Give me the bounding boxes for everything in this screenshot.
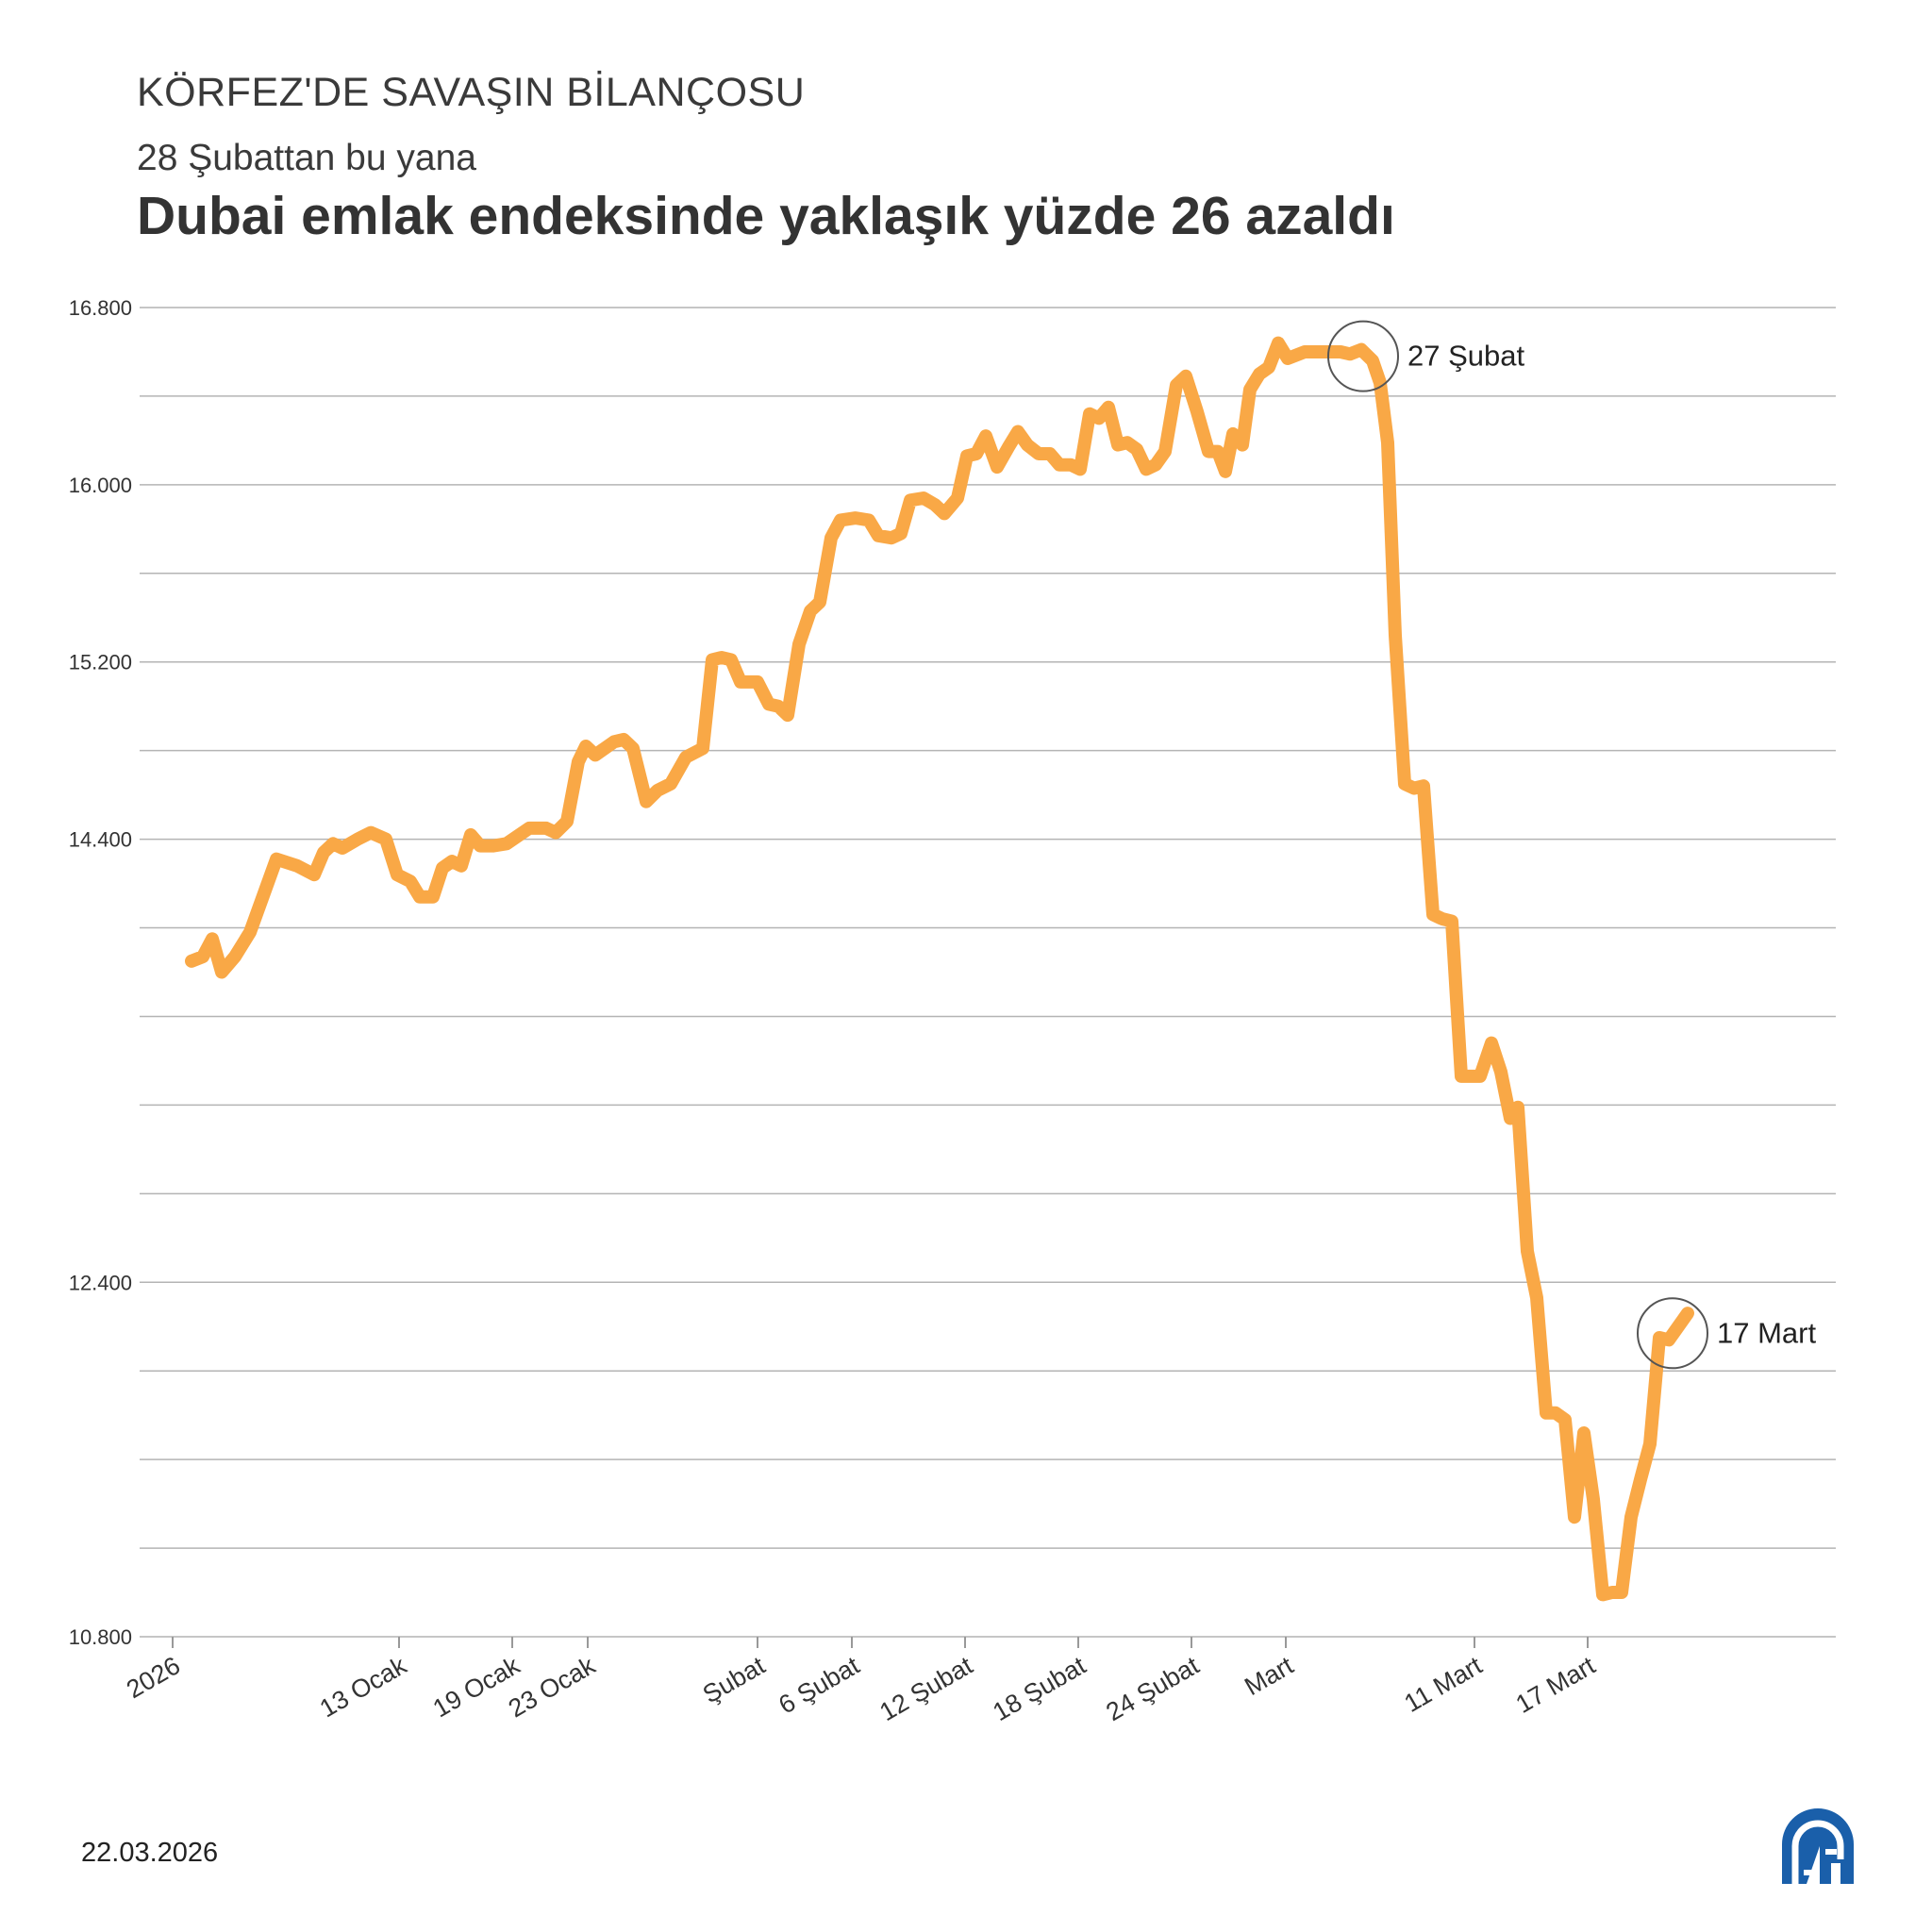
annotation-label: 27 Şubat [1407,340,1524,373]
x-tick-label: 17 Mart [1511,1651,1601,1719]
x-tick-label: 6 Şubat [774,1651,864,1720]
chart-title: Dubai emlak endeksinde yaklaşık yüzde 26… [137,186,1395,246]
annotation-label: 17 Mart [1717,1316,1816,1349]
annotation-circle [1327,320,1399,392]
y-tick-label: 15.200 [69,651,132,675]
y-tick-label: 16.000 [69,474,132,497]
annotation-circle [1637,1297,1708,1370]
x-tick-label: 23 Ocak [504,1651,601,1724]
x-tick-label: 24 Şubat [1101,1651,1204,1726]
supertitle: KÖRFEZ'DE SAVAŞIN BİLANÇOSU [137,70,806,115]
x-tick-label: 12 Şubat [874,1651,977,1726]
y-tick-label: 12.400 [69,1271,132,1294]
subtitle: 28 Şubattan bu yana [137,138,476,178]
x-tick-label: 19 Ocak [428,1651,525,1724]
aa-logo-icon [1782,1808,1854,1884]
y-tick-label: 14.400 [69,828,132,852]
x-tick-label: 18 Şubat [988,1651,1091,1726]
y-tick-label: 16.800 [69,296,132,320]
x-tick-label: 13 Ocak [315,1651,412,1724]
series-line [185,336,1694,1602]
x-tick-label: Mart [1240,1651,1298,1701]
footer-date: 22.03.2026 [81,1838,219,1868]
y-tick-label: 10.800 [69,1625,132,1649]
x-tick-label: Şubat [698,1651,771,1709]
x-tick-label: 11 Mart [1399,1651,1487,1718]
x-tick-label: 2026 [122,1651,185,1704]
